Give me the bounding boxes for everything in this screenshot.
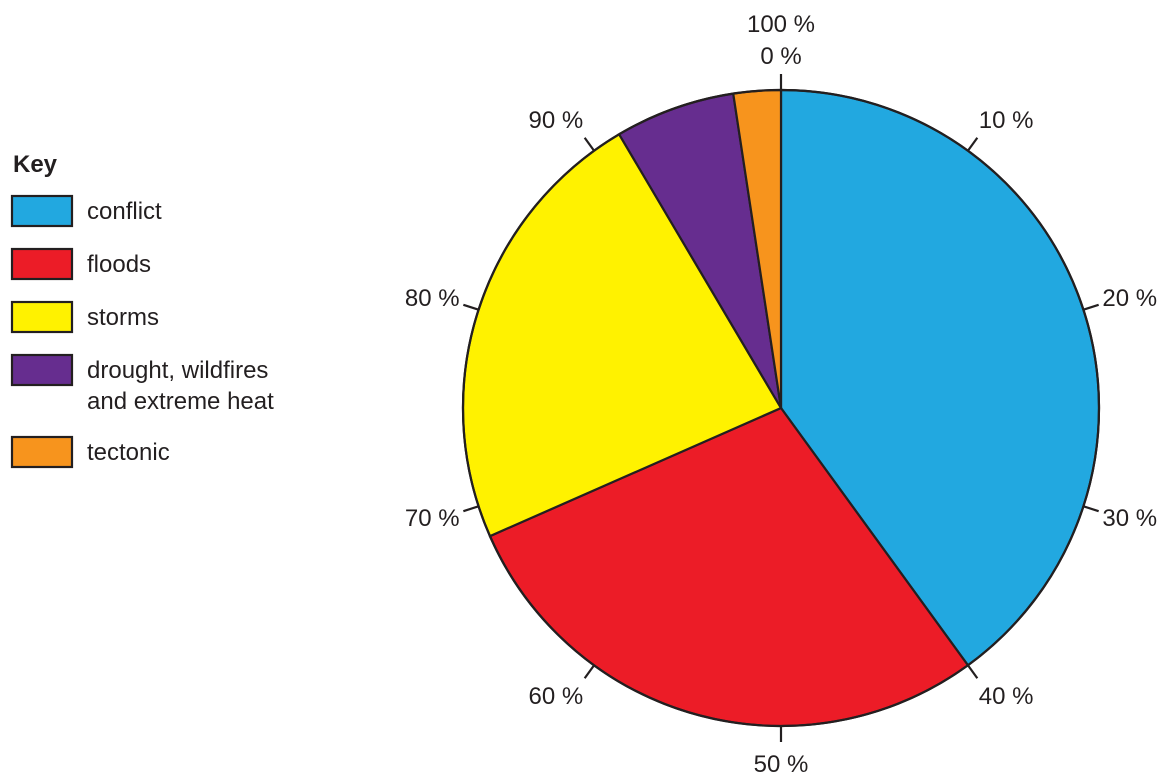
tick-label-30: 30 %: [1102, 505, 1157, 532]
legend: conflict floods storms drought, wildfires an…: [10, 194, 274, 469]
tick-label-60: 60 %: [528, 683, 583, 710]
tick-label-50: 50 %: [754, 751, 809, 778]
legend-title: Key: [13, 151, 58, 178]
legend-swatch-conflict: [10, 194, 74, 228]
tick-mark-90: [583, 137, 595, 152]
tick-label-40: 40 %: [979, 683, 1034, 710]
percent-ticks: 10 % 20 % 30 % 40 % 50 % 60 % 70 % 80 % 90 %: [405, 107, 1157, 778]
tick-label-10: 10 %: [979, 107, 1034, 134]
tick-mark-80: [463, 303, 479, 311]
tick-label-100: 100 %: [747, 11, 815, 38]
tick-label-20: 20 %: [1102, 285, 1157, 312]
legend-label-storms: storms: [87, 304, 159, 331]
legend-swatch-storms: [10, 300, 74, 334]
legend-label-floods: floods: [87, 251, 151, 278]
tick-mark-20: [1083, 303, 1099, 311]
pie-slices: [461, 88, 1101, 728]
tick-mark-40: [967, 664, 979, 679]
legend-label-tectonic: tectonic: [87, 439, 170, 466]
legend-label-drought-wildfires-and-extreme-heat-line-1: drought, wildfires: [87, 357, 268, 384]
tick-mark-60: [583, 664, 595, 679]
legend-swatch-drought-wildfires-and-extreme-heat: [10, 353, 74, 387]
tick-label-0: 0 %: [760, 43, 801, 70]
tick-label-90: 90 %: [528, 107, 583, 134]
legend-swatch-floods: [10, 247, 74, 281]
tick-mark-70: [463, 505, 479, 513]
legend-label-drought-wildfires-and-extreme-heat-line-2: and extreme heat: [87, 388, 274, 415]
tick-mark-30: [1083, 505, 1099, 513]
tick-label-70: 70 %: [405, 505, 460, 532]
legend-swatch-tectonic: [10, 435, 74, 469]
tick-mark-10: [967, 137, 979, 152]
legend-label-conflict: conflict: [87, 198, 162, 225]
tick-label-80: 80 %: [405, 285, 460, 312]
